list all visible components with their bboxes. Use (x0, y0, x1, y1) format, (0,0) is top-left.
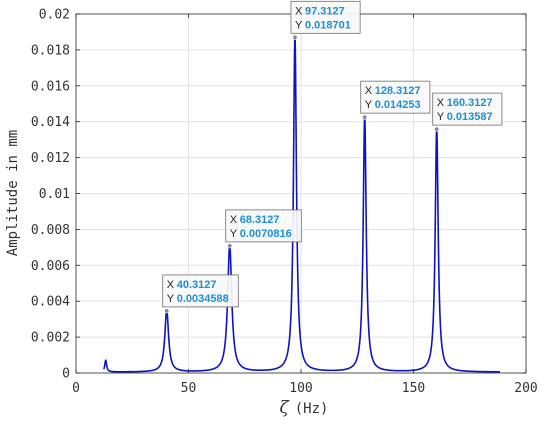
x-tick-label: 150 (402, 381, 425, 396)
x-tick-label: 0 (72, 381, 80, 396)
datatip-y-key: Y (365, 99, 373, 111)
x-tick-label: 100 (289, 381, 312, 396)
y-tick-label: 0.006 (31, 259, 70, 274)
datatip-y-key: Y (230, 228, 238, 240)
datatip-marker (434, 126, 440, 132)
datatip-x-value: 40.3127 (177, 279, 217, 291)
datatip-x-key: X (230, 214, 238, 226)
datatip-box (360, 80, 431, 114)
datatip-x-key: X (365, 85, 373, 97)
y-tick-label: 0.008 (31, 223, 70, 238)
y-tick-label: 0.004 (31, 295, 70, 310)
datatip-x-value: 97.3127 (305, 5, 345, 17)
datatip-box (290, 0, 361, 34)
datatip-x-key: X (295, 5, 303, 17)
y-tick-label: 0.014 (31, 115, 70, 130)
y-tick-label: 0.02 (39, 8, 70, 23)
y-tick-label: 0.018 (31, 43, 70, 58)
y-tick-label: 0.002 (31, 331, 70, 346)
datatip-x-value: 68.3127 (240, 214, 280, 226)
datatip-y-value: 0.013587 (447, 111, 493, 123)
datatip-marker (362, 114, 368, 120)
datatip-y-key: Y (167, 293, 175, 305)
datatip-box (432, 92, 503, 126)
datatip-marker (227, 243, 233, 249)
datatip-y-value: 0.014253 (375, 99, 421, 111)
datatip-box (225, 209, 302, 243)
y-tick-label: 0.016 (31, 79, 70, 94)
datatip-x-key: X (167, 279, 175, 291)
datatip-box (162, 274, 239, 308)
datatip-marker (164, 308, 170, 314)
datatip-x-key: X (437, 97, 445, 109)
datatip-x-value: 160.3127 (447, 97, 493, 109)
datatip-x-value: 128.3127 (375, 85, 421, 97)
datatip-y-value: 0.018701 (305, 19, 351, 31)
datatip-marker (292, 34, 298, 40)
datatip-y-value: 0.0070816 (240, 228, 292, 240)
y-tick-label: 0.012 (31, 151, 70, 166)
x-tick-label: 200 (514, 381, 537, 396)
datatip-y-value: 0.0034588 (177, 293, 229, 305)
datatip-y-key: Y (437, 111, 445, 123)
x-axis-unit: (Hz) (295, 401, 329, 417)
series-line (102, 35, 501, 373)
axis-ticks: 0 50 100 150 200 0 0.002 0.004 0.006 0.008 0.01 0.0… (31, 8, 538, 397)
y-axis-label: Amplitude in mm (5, 130, 21, 256)
y-tick-label: 0.01 (39, 187, 70, 202)
x-tick-label: 50 (181, 381, 197, 396)
series-line-group (102, 35, 501, 373)
datatip-y-key: Y (295, 19, 303, 31)
y-tick-label: 0 (62, 367, 70, 382)
x-axis-symbol: ζ (280, 398, 291, 418)
x-axis-label: ζ (Hz) (280, 398, 329, 418)
